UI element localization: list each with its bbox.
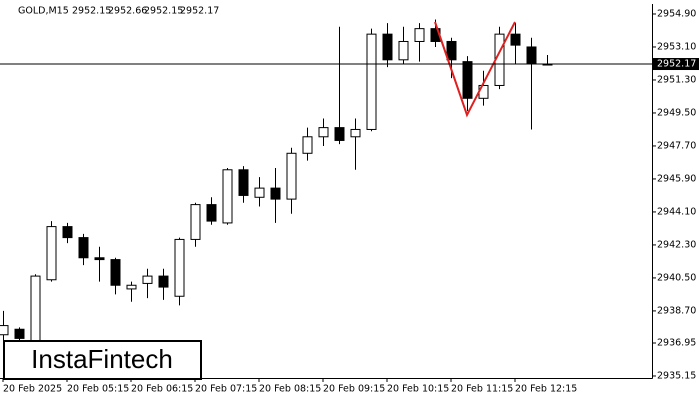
y-tick-label: 2949.50 xyxy=(657,107,696,118)
y-tick-label: 2954.90 xyxy=(657,8,696,19)
candle-body xyxy=(190,204,201,240)
y-tick-label: 2947.70 xyxy=(657,140,696,151)
header-low: 2952.15 xyxy=(144,6,183,17)
candle-body xyxy=(206,204,217,222)
candle-body xyxy=(254,187,265,198)
candle-body xyxy=(398,40,409,61)
watermark: InstaFintech xyxy=(31,344,173,374)
candle-body xyxy=(46,226,57,281)
y-tick-label: 2953.10 xyxy=(657,41,696,52)
header-open: 2952.15 xyxy=(72,6,111,17)
candle-body xyxy=(382,33,393,61)
candle-body xyxy=(174,238,185,297)
y-tick-label: 2945.90 xyxy=(657,173,696,184)
candle-body xyxy=(62,226,73,239)
double-top-pattern xyxy=(434,21,516,118)
candle-body xyxy=(126,284,137,290)
header-high: 2952.66 xyxy=(108,6,147,17)
candle-body xyxy=(14,328,25,339)
candle-body xyxy=(462,61,473,99)
candle-body xyxy=(318,127,329,138)
y-tick-label: 2938.70 xyxy=(657,305,696,316)
x-tick-label: 20 Feb 12:15 xyxy=(515,384,577,395)
x-tick-label: 20 Feb 11:15 xyxy=(451,384,513,395)
candle-body xyxy=(0,325,9,336)
y-tick-label: 2940.50 xyxy=(657,272,696,283)
candle-body xyxy=(78,237,89,259)
candle-body xyxy=(350,128,361,138)
candle-body xyxy=(110,259,121,286)
candle-body xyxy=(526,46,537,64)
x-tick-label: 20 Feb 09:15 xyxy=(323,384,385,395)
price-label-box xyxy=(653,58,699,71)
candle-body xyxy=(302,136,313,154)
candle-body xyxy=(158,275,169,288)
candle-body xyxy=(366,33,377,130)
header-close: 2952.17 xyxy=(180,6,219,17)
candle-body xyxy=(222,169,233,224)
y-tick-label: 2942.30 xyxy=(657,239,696,250)
x-tick-label: 20 Feb 2025 xyxy=(3,384,62,395)
chart-title: GOLD,M15 xyxy=(18,6,69,17)
y-tick-label: 2951.30 xyxy=(657,74,696,85)
x-tick-label: 20 Feb 10:15 xyxy=(387,384,449,395)
candle-body xyxy=(446,40,457,61)
candle-body xyxy=(414,28,425,42)
x-tick-label: 20 Feb 08:15 xyxy=(259,384,321,395)
candle-body xyxy=(238,169,249,196)
candle-body xyxy=(286,152,297,200)
candle-body xyxy=(334,127,345,141)
y-tick-label: 2935.15 xyxy=(657,370,696,381)
price-label: 2952.17 xyxy=(657,59,696,70)
y-tick-label: 2944.10 xyxy=(657,206,696,217)
candle-body xyxy=(270,187,281,200)
candle-body xyxy=(142,275,153,284)
x-tick-label: 20 Feb 07:15 xyxy=(195,384,257,395)
watermark-box xyxy=(3,340,202,380)
candle-body xyxy=(30,275,41,347)
candle-body xyxy=(94,257,105,261)
candle-body xyxy=(510,33,521,46)
x-tick-label: 20 Feb 05:15 xyxy=(67,384,129,395)
y-tick-label: 2936.95 xyxy=(657,337,696,348)
x-tick-label: 20 Feb 06:15 xyxy=(131,384,193,395)
